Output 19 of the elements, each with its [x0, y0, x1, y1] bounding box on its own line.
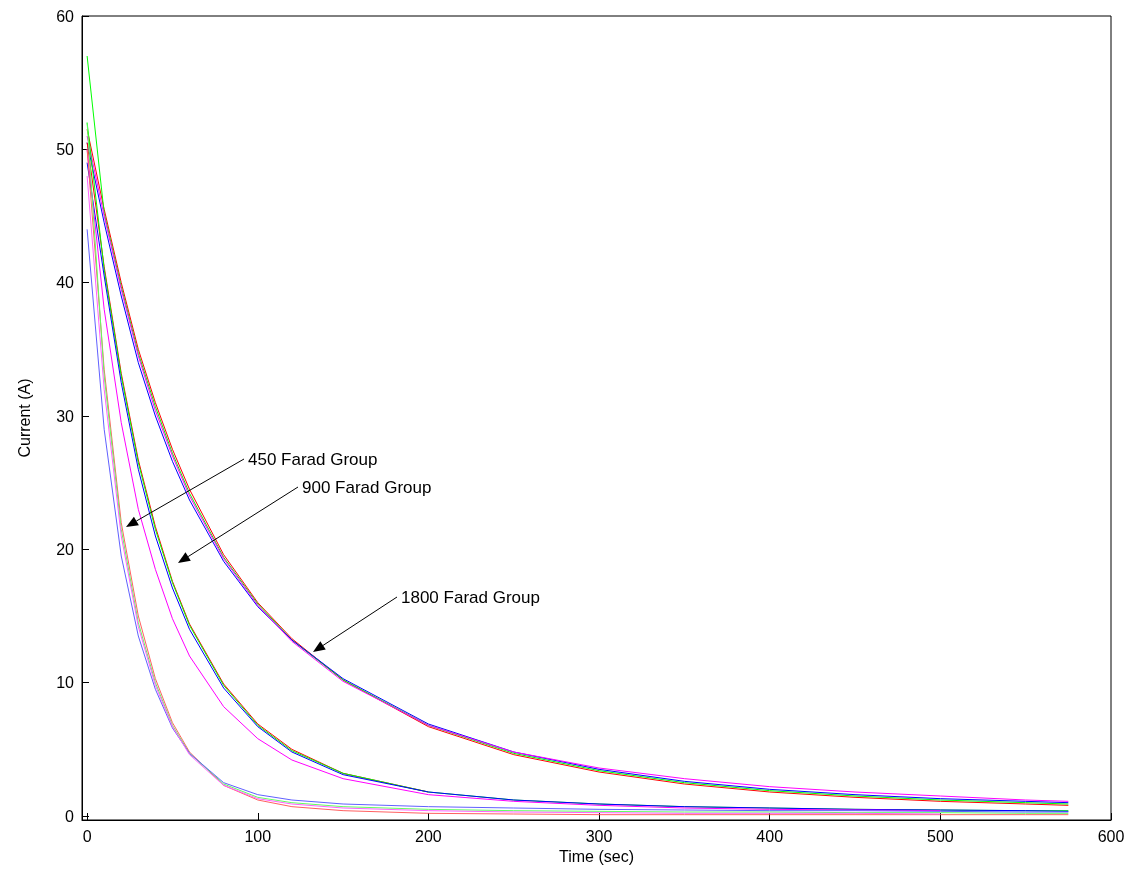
y-tick-label: 30 [56, 407, 75, 425]
y-tick-label: 50 [56, 140, 75, 158]
x-tick-label: 200 [415, 827, 442, 845]
x-axis-title: Time (sec) [559, 848, 634, 866]
x-tick-label: 300 [585, 827, 613, 845]
x-tick-label: 500 [927, 827, 954, 845]
x-tick-label: 400 [756, 827, 784, 845]
annotation: 450 Farad Group [248, 450, 378, 469]
x-tick-label: 100 [244, 827, 272, 845]
x-tick-label: 600 [1097, 827, 1125, 845]
annotation: 1800 Farad Group [401, 588, 540, 607]
y-tick-label: 40 [56, 274, 75, 292]
annotation: 900 Farad Group [302, 478, 432, 497]
x-tick-label: 0 [82, 827, 92, 845]
y-tick-label: 0 [65, 807, 75, 825]
y-tick-label: 10 [56, 674, 75, 692]
y-axis-title: Current (A) [15, 378, 33, 458]
y-tick-label: 20 [56, 540, 75, 558]
y-tick-label: 60 [56, 7, 75, 25]
